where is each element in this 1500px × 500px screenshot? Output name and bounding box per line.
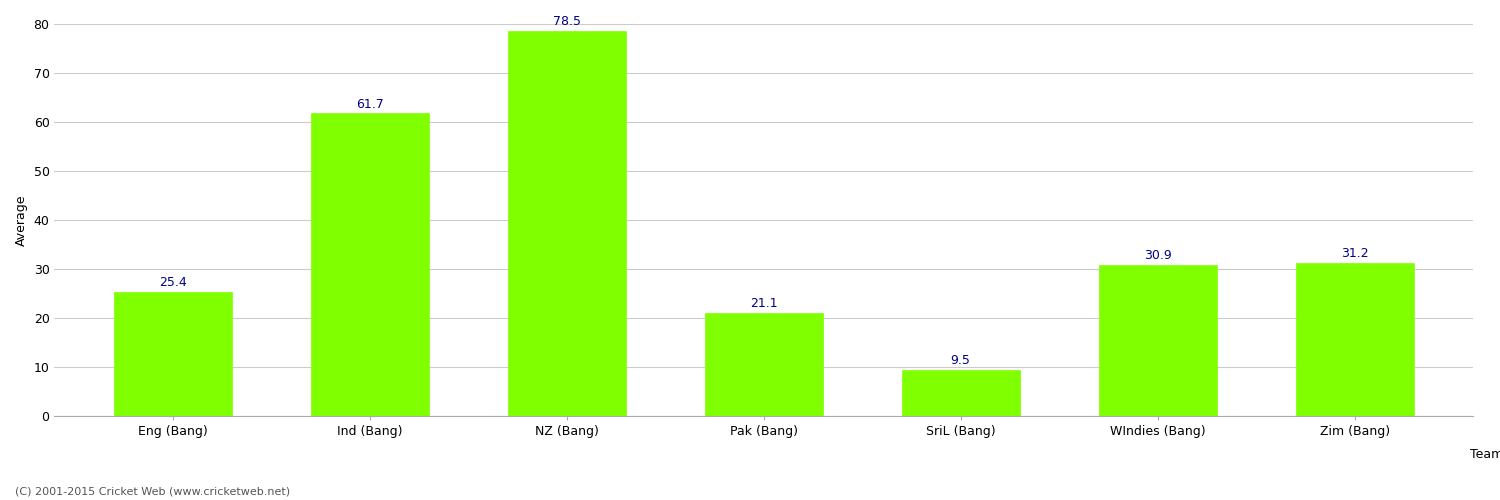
Bar	[507, 31, 626, 416]
Text: 25.4: 25.4	[159, 276, 186, 288]
Text: 78.5: 78.5	[552, 15, 580, 28]
Text: 21.1: 21.1	[750, 296, 777, 310]
Y-axis label: Average: Average	[15, 194, 28, 246]
Bar	[114, 292, 231, 416]
Text: 31.2: 31.2	[1341, 247, 1368, 260]
Text: 30.9: 30.9	[1144, 248, 1172, 262]
Bar	[705, 312, 822, 416]
Bar	[902, 370, 1020, 416]
X-axis label: Team: Team	[1470, 448, 1500, 460]
Bar	[1296, 263, 1414, 416]
Text: 9.5: 9.5	[951, 354, 970, 366]
Text: (C) 2001-2015 Cricket Web (www.cricketweb.net): (C) 2001-2015 Cricket Web (www.cricketwe…	[15, 487, 290, 497]
Text: 61.7: 61.7	[356, 98, 384, 110]
Bar	[1098, 264, 1216, 416]
Bar	[310, 114, 429, 416]
